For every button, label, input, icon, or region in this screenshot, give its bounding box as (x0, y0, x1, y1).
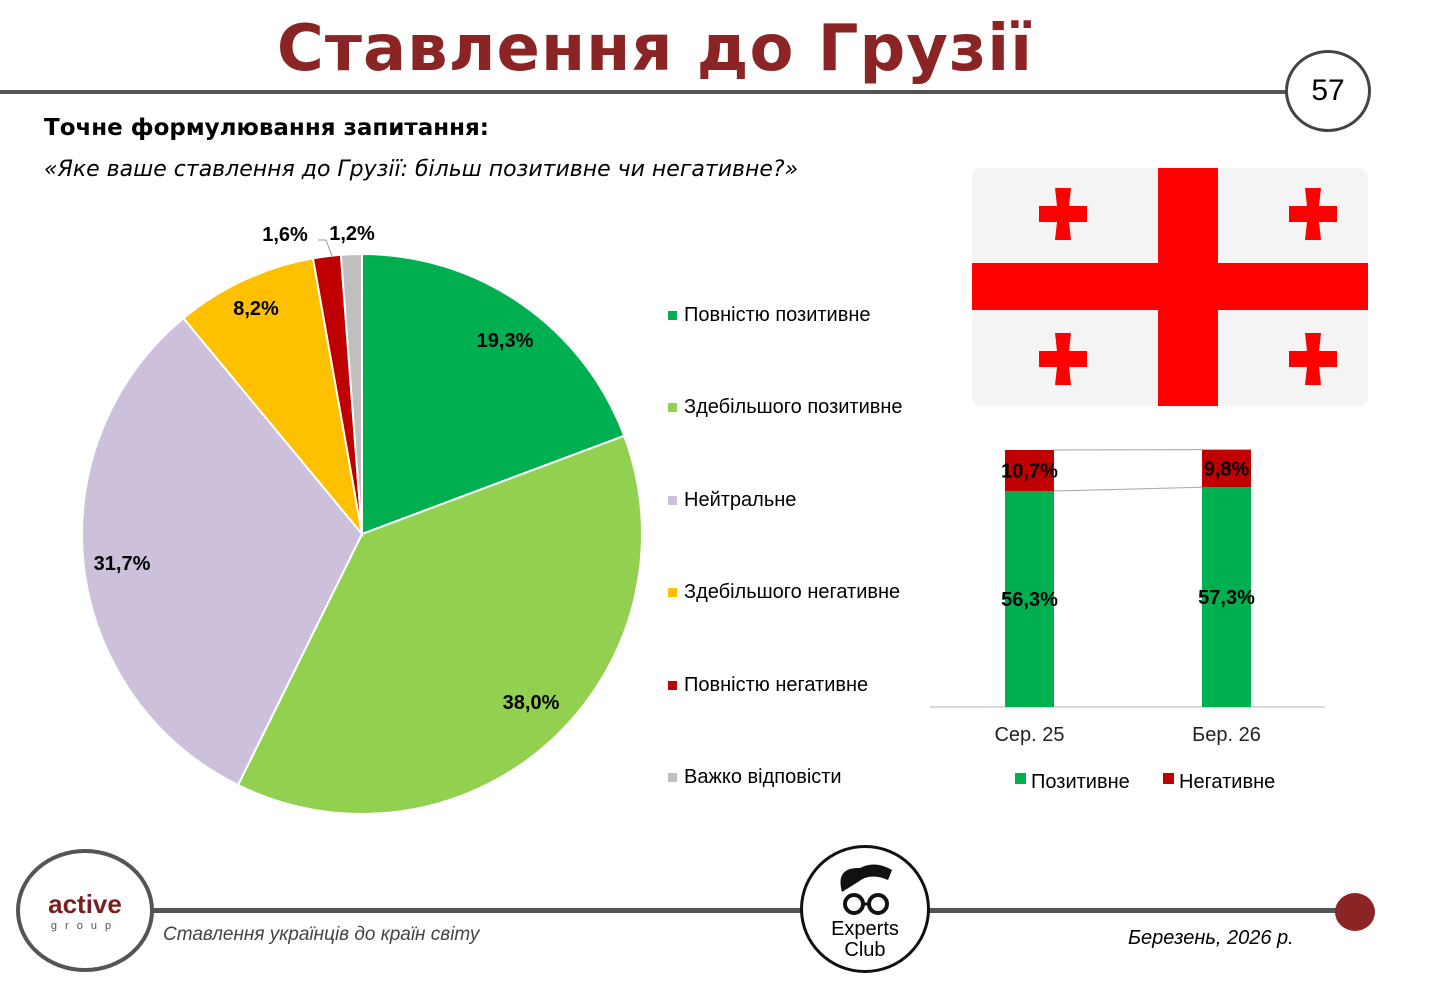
legend-swatch (1163, 773, 1174, 784)
x-tick-label: Бер. 26 (1192, 724, 1261, 746)
experts-logo-text: Experts (831, 918, 899, 940)
legend-swatch (668, 311, 677, 320)
legend-label: Негативне (1179, 771, 1275, 793)
page-number: 57 (1285, 50, 1371, 132)
bar-segment (1202, 487, 1251, 707)
legend-swatch (668, 403, 677, 413)
pie-slice (339, 252, 363, 535)
header-divider (0, 90, 1290, 94)
bar-data-label: 10,7% (1001, 461, 1058, 483)
pie-data-label: 38,0% (503, 692, 560, 714)
footer-subject: Ставлення українців до країн світу (163, 924, 480, 945)
legend-item: Здебільшого позитивне (668, 396, 903, 419)
georgia-flag (972, 168, 1368, 406)
legend-item: Нейтральне (668, 489, 796, 512)
legend-label: Нейтральне (684, 488, 797, 511)
pie-data-label: 31,7% (94, 553, 151, 575)
series-connector (1053, 486, 1203, 492)
pie-data-label: 1,2% (329, 223, 375, 245)
bar-data-label: 9,8% (1204, 458, 1250, 480)
legend-label: Позитивне (1031, 771, 1130, 793)
active-logo-text: active (48, 889, 122, 919)
legend-label: Повністю негативне (684, 673, 869, 696)
question-text: «Яке ваше ставлення до Грузії: більш поз… (44, 157, 799, 182)
pie-slice (236, 434, 643, 815)
legend-label: Здебільшого негативне (684, 581, 901, 604)
club-logo-text: Club (844, 939, 886, 961)
experts-club-logo: Experts Club (800, 845, 930, 973)
bar-chart: 56,3% 10,7% Сер. 25 57,3% 9,8% Бер. 26 Позитив… (930, 449, 1325, 793)
legend-swatch (668, 773, 677, 782)
legend-swatch (668, 588, 677, 598)
bar-data-label: 56,3% (1001, 589, 1058, 611)
legend-swatch (1015, 773, 1026, 784)
legend-item: Здебільшого негативне (668, 581, 900, 604)
legend-label: Повністю позитивне (684, 304, 871, 326)
pie-data-label: 8,2% (233, 298, 279, 320)
leader-line (318, 239, 333, 257)
footer-date: Березень, 2026 р. (1128, 927, 1294, 949)
legend-swatch (668, 680, 677, 690)
active-group-logo: active group (16, 849, 154, 972)
x-tick-label: Сер. 25 (994, 724, 1064, 746)
legend-item: Повністю негативне (668, 674, 868, 697)
legend-label: Здебільшого позитивне (684, 396, 903, 419)
question-label: Точне формулювання запитання: (44, 115, 489, 141)
glasses-face-icon (840, 864, 892, 915)
bar-segment (1202, 449, 1251, 488)
footer-divider (150, 908, 1350, 913)
pie-slice (182, 257, 364, 538)
pie-slice (81, 316, 364, 787)
legend-item: Повністю позитивне (668, 304, 871, 327)
legend-label: Важко відповісти (684, 766, 842, 788)
legend-item: Важко відповісти (668, 766, 842, 789)
decorative-dot (1335, 893, 1375, 931)
georgia-flag-image (972, 168, 1368, 406)
pie-slice (361, 252, 626, 536)
pie-chart: 19,3% 38,0% 31,7% 8,2% 1,6% 1,2% (81, 223, 643, 815)
page-title: Ставлення до Грузії (276, 12, 1034, 86)
bar-segment (1005, 450, 1054, 492)
bar-data-label: 57,3% (1198, 587, 1255, 609)
pie-data-label: 1,6% (262, 224, 308, 246)
active-logo-sub: group (50, 920, 120, 932)
pie-data-label: 19,3% (477, 330, 534, 352)
legend-swatch (668, 495, 677, 505)
bar-segment (1005, 491, 1054, 707)
